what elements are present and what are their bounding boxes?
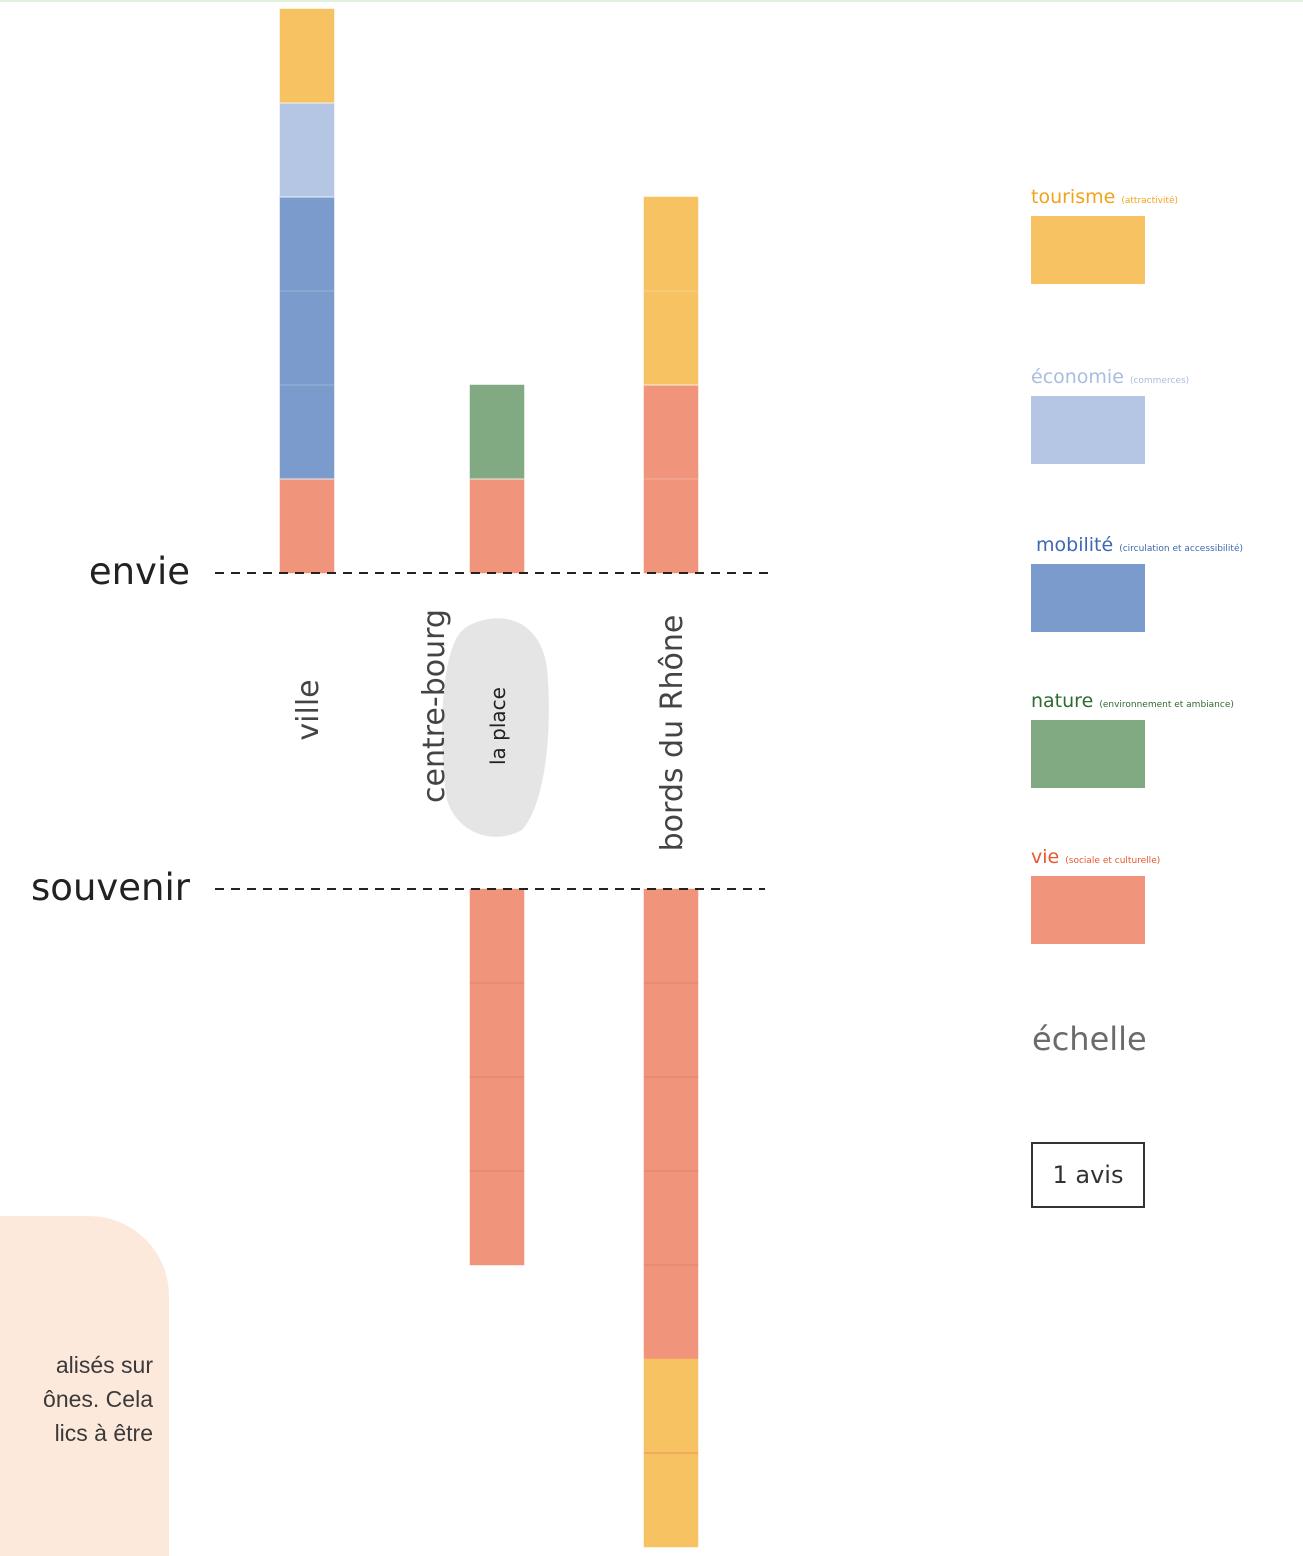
bar-souvenir-2-2 — [643, 1076, 699, 1172]
legend-label-economie: économie (commerces) — [1031, 366, 1189, 388]
bar-envie-1-1 — [469, 384, 525, 480]
bar-souvenir-2-5 — [643, 1358, 699, 1454]
legend-label-nature: nature (environnement et ambiance) — [1031, 690, 1234, 712]
bar-envie-2-1 — [643, 384, 699, 480]
bar-envie-0-2 — [279, 290, 335, 386]
bar-souvenir-2-4 — [643, 1264, 699, 1360]
legend-item-nature: nature (environnement et ambiance) — [1031, 690, 1234, 788]
note-panel — [0, 1216, 169, 1556]
legend-name-nature: nature — [1031, 690, 1094, 712]
legend-swatch-economie — [1031, 396, 1145, 464]
bar-souvenir-1-0 — [469, 888, 525, 984]
legend-name-mobilite: mobilité — [1036, 534, 1114, 556]
legend-name-economie: économie — [1031, 366, 1124, 388]
bar-souvenir-1-2 — [469, 1076, 525, 1172]
legend-detail-tourisme: (attractivité) — [1121, 196, 1179, 206]
legend-detail-vie: (sociale et culturelle) — [1065, 856, 1161, 866]
bar-envie-2-0 — [643, 478, 699, 574]
legend-label-vie: vie (sociale et culturelle) — [1031, 846, 1160, 868]
bar-envie-2-2 — [643, 290, 699, 386]
legend-swatch-mobilite — [1031, 564, 1145, 632]
legend-detail-economie: (commerces) — [1129, 376, 1190, 386]
legend-item-vie: vie (sociale et culturelle) — [1031, 846, 1160, 944]
legend-detail-nature: (environnement et ambiance) — [1099, 700, 1234, 710]
envie-axis-label: envie — [89, 550, 190, 593]
bar-souvenir-2-1 — [643, 982, 699, 1078]
note-line-2: ônes. Cela — [43, 1386, 153, 1412]
scale-title: échelle — [1032, 1020, 1147, 1058]
la-place-highlight — [442, 618, 549, 837]
legend-label-mobilite: mobilité (circulation et accessibilité) — [1036, 534, 1243, 556]
bar-envie-1-0 — [469, 478, 525, 574]
category-label-0: ville — [291, 679, 326, 740]
souvenir-axis-label: souvenir — [31, 866, 191, 909]
bar-envie-2-3 — [643, 196, 699, 292]
bar-souvenir-1-1 — [469, 982, 525, 1078]
category-label-1: centre-bourg — [417, 609, 452, 803]
bar-envie-0-5 — [279, 8, 335, 104]
legend-name-vie: vie — [1031, 846, 1060, 868]
bar-souvenir-1-3 — [469, 1170, 525, 1266]
bar-souvenir-2-3 — [643, 1170, 699, 1266]
category-label-2: bords du Rhône — [655, 615, 690, 852]
legend-swatch-vie — [1031, 876, 1145, 944]
scale-unit-box: 1 avis — [1031, 1142, 1145, 1208]
legend-label-tourisme: tourisme (attractivité) — [1031, 186, 1178, 208]
bar-souvenir-2-6 — [643, 1452, 699, 1548]
bar-souvenir-2-0 — [643, 888, 699, 984]
legend-item-mobilite: mobilité (circulation et accessibilité) — [1031, 534, 1243, 632]
legend-item-economie: économie (commerces) — [1031, 366, 1189, 464]
note-line-3: lics à être — [54, 1420, 153, 1446]
legend-item-tourisme: tourisme (attractivité) — [1031, 186, 1178, 284]
note-line-1: alisés sur — [55, 1352, 153, 1378]
legend-swatch-tourisme — [1031, 216, 1145, 284]
bar-envie-0-4 — [279, 102, 335, 198]
top-border-strip — [0, 0, 1303, 2]
legend-name-tourisme: tourisme — [1031, 186, 1116, 208]
bar-envie-0-3 — [279, 196, 335, 292]
legend-detail-mobilite: (circulation et accessibilité) — [1119, 544, 1243, 554]
bar-envie-0-0 — [279, 478, 335, 574]
note-text: alisés sur ônes. Cela lics à être — [0, 1348, 153, 1450]
la-place-label: la place — [486, 687, 510, 765]
legend-swatch-nature — [1031, 720, 1145, 788]
bar-envie-0-1 — [279, 384, 335, 480]
